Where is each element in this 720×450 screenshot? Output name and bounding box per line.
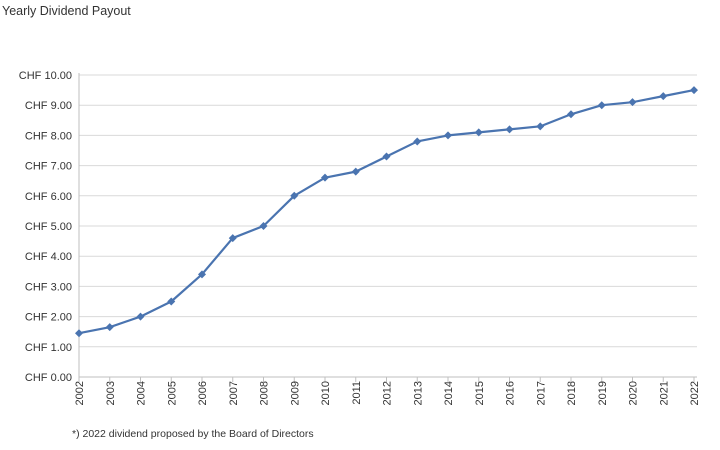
data-point-2011: [351, 167, 360, 176]
y-tick-label: CHF 6.00: [25, 191, 72, 203]
y-tick-label: CHF 2.00: [25, 312, 72, 324]
data-point-2004: [136, 312, 145, 321]
x-tick-label: 2011: [351, 381, 363, 405]
data-point-2020: [628, 98, 637, 107]
y-tick-label: CHF 9.00: [25, 100, 72, 112]
x-tick-label: 2007: [228, 381, 240, 405]
series-line: [78, 89, 695, 335]
x-tick-label: 2013: [412, 381, 424, 405]
x-tick-label: 2017: [535, 381, 547, 405]
data-point-2012: [382, 152, 391, 161]
x-tick-label: 2014: [443, 381, 455, 405]
x-tick-label: 2004: [136, 381, 148, 405]
data-point-2016: [505, 125, 514, 134]
x-tick-label: 2005: [166, 381, 178, 405]
data-point-2002: [75, 329, 83, 338]
y-tick-label: CHF 4.00: [25, 251, 72, 263]
x-tick-label: 2006: [197, 381, 209, 405]
data-point-2010: [321, 173, 329, 182]
data-point-2007: [228, 234, 237, 243]
data-point-2019: [597, 101, 606, 110]
data-point-2008: [259, 222, 268, 230]
y-tick-label: CHF 7.00: [25, 161, 72, 173]
x-tick-label: 2022: [689, 381, 701, 405]
x-tick-label: 2012: [382, 381, 394, 405]
data-point-2015: [474, 128, 483, 137]
x-tick-label: 2009: [289, 381, 301, 405]
y-tick-label: CHF 0.00: [25, 372, 72, 384]
data-point-2005: [167, 297, 176, 306]
y-tick-label: CHF 1.00: [25, 342, 72, 354]
y-tick-label: CHF 3.00: [25, 281, 72, 293]
data-point-2014: [444, 131, 452, 140]
x-tick-label: 2018: [566, 381, 578, 405]
x-tick-label: 2016: [505, 381, 517, 405]
x-tick-label: 2003: [105, 381, 117, 405]
x-tick-label: 2008: [259, 381, 271, 405]
x-tick-label: 2021: [658, 381, 670, 405]
y-tick-label: CHF 8.00: [25, 130, 72, 142]
x-tick-label: 2015: [474, 381, 486, 405]
data-point-2009: [290, 191, 299, 200]
data-point-2018: [567, 110, 575, 119]
data-point-2021: [659, 92, 668, 101]
data-point-2013: [413, 137, 422, 146]
data-point-2003: [105, 323, 114, 332]
data-point-2017: [536, 122, 545, 131]
data-point-2022: [690, 86, 698, 95]
y-tick-label: CHF 5.00: [25, 221, 72, 233]
x-tick-label: 2002: [74, 381, 86, 405]
data-point-2006: [198, 270, 206, 279]
y-tick-label: CHF 10.00: [19, 70, 72, 82]
chart-footnote: *) 2022 dividend proposed by the Board o…: [72, 428, 314, 440]
chart-title: Yearly Dividend Payout: [2, 4, 131, 18]
x-tick-label: 2020: [628, 381, 640, 405]
x-tick-label: 2019: [597, 381, 609, 405]
x-tick-label: 2010: [320, 381, 332, 405]
